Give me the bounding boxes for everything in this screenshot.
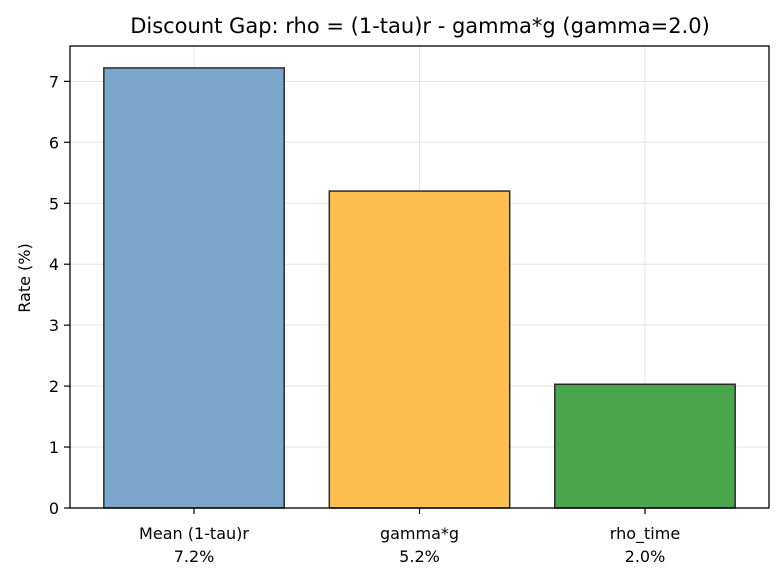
y-tick-label: 1 xyxy=(49,438,59,457)
y-tick-label: 0 xyxy=(49,499,59,518)
y-tick-label: 5 xyxy=(49,194,59,213)
y-tick-label: 2 xyxy=(49,377,59,396)
y-tick-label: 4 xyxy=(49,255,59,274)
x-tick-label: Mean (1-tau)r xyxy=(139,524,249,543)
bar-0 xyxy=(103,67,285,509)
y-axis-label: Rate (%) xyxy=(15,243,34,312)
x-axis-ticks: Mean (1-tau)r 7.2% gamma*g 5.2% rho_time 2.0% xyxy=(139,508,680,566)
y-tick-label: 6 xyxy=(49,133,59,152)
bar-1 xyxy=(328,190,511,509)
y-axis-ticks: 0 1 2 3 4 5 6 7 xyxy=(49,72,70,518)
bar-2 xyxy=(554,383,736,509)
y-tick-label: 3 xyxy=(49,316,59,335)
x-tick-label: gamma*g xyxy=(380,524,459,543)
y-tick-label: 7 xyxy=(49,72,59,91)
x-tick-sublabel: 5.2% xyxy=(399,547,440,566)
x-tick-label: rho_time xyxy=(610,524,680,544)
x-tick-sublabel: 2.0% xyxy=(625,547,666,566)
chart-title: Discount Gap: rho = (1-tau)r - gamma*g (… xyxy=(130,14,710,38)
x-tick-sublabel: 7.2% xyxy=(174,547,215,566)
plot-frame xyxy=(69,45,770,509)
bar-series xyxy=(103,67,736,509)
